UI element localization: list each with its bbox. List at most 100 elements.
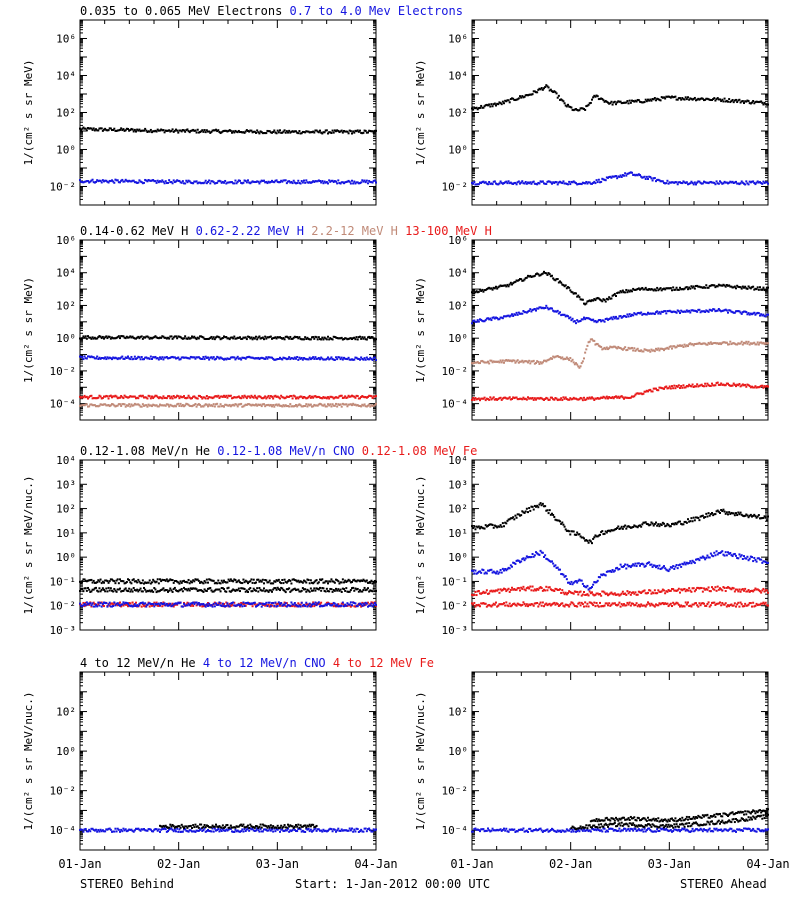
data-point xyxy=(367,601,369,604)
data-point xyxy=(124,581,127,584)
data-point xyxy=(604,348,607,351)
data-point xyxy=(188,180,191,183)
data-point xyxy=(151,405,153,408)
data-point xyxy=(98,587,101,590)
data-point xyxy=(576,295,579,298)
data-point xyxy=(225,182,228,185)
data-point xyxy=(133,402,136,405)
data-point xyxy=(474,291,477,294)
data-point xyxy=(521,359,524,362)
data-point xyxy=(500,285,503,288)
data-point xyxy=(751,313,753,316)
data-point xyxy=(199,581,201,584)
data-point xyxy=(215,403,217,406)
data-point xyxy=(285,588,288,591)
data-point xyxy=(205,403,208,406)
data-point xyxy=(490,398,493,401)
data-point xyxy=(291,182,294,185)
data-point xyxy=(321,336,324,339)
data-point xyxy=(88,355,91,358)
data-point xyxy=(209,396,212,399)
data-point xyxy=(656,348,659,351)
data-point xyxy=(273,405,276,408)
data-point xyxy=(153,580,156,583)
data-point xyxy=(482,290,485,293)
data-point xyxy=(84,604,87,607)
data-point xyxy=(329,337,332,340)
data-point xyxy=(765,385,768,388)
data-point xyxy=(554,180,557,183)
data-point xyxy=(508,182,511,185)
data-point xyxy=(636,98,639,101)
data-point xyxy=(287,336,289,339)
data-point xyxy=(321,357,324,360)
data-point xyxy=(220,357,223,360)
data-point xyxy=(167,395,169,398)
data-point xyxy=(555,181,558,184)
data-point xyxy=(288,356,291,359)
data-point xyxy=(234,129,237,132)
data-point xyxy=(499,359,502,362)
data-point xyxy=(535,398,537,401)
data-point xyxy=(585,348,588,351)
data-point xyxy=(192,604,195,607)
data-point xyxy=(295,579,297,582)
data-point xyxy=(212,396,215,399)
data-point xyxy=(516,181,519,184)
data-point xyxy=(356,587,359,590)
data-point xyxy=(307,579,310,582)
data-point xyxy=(148,395,151,398)
data-point xyxy=(343,182,345,185)
data-point xyxy=(637,173,640,176)
data-point xyxy=(594,319,597,322)
data-point xyxy=(109,127,112,130)
data-point xyxy=(149,397,152,400)
data-point xyxy=(736,101,739,104)
data-point xyxy=(652,349,655,352)
data-point xyxy=(703,342,705,345)
data-point xyxy=(683,181,686,184)
data-point xyxy=(148,130,151,133)
data-point xyxy=(477,290,480,293)
data-point xyxy=(356,338,359,341)
data-point xyxy=(89,394,92,397)
data-point xyxy=(727,284,729,287)
data-point xyxy=(716,285,719,288)
data-point xyxy=(154,335,157,338)
data-point xyxy=(100,356,103,359)
data-point xyxy=(545,84,548,87)
data-point xyxy=(195,588,198,591)
data-point xyxy=(503,102,505,105)
data-point xyxy=(308,181,311,184)
data-point xyxy=(123,582,126,585)
data-point xyxy=(179,395,182,398)
data-point xyxy=(617,317,620,320)
data-point xyxy=(319,578,321,581)
data-point xyxy=(543,359,545,362)
data-point xyxy=(117,396,120,399)
data-point xyxy=(538,362,541,365)
data-point xyxy=(495,182,497,185)
data-point xyxy=(554,355,557,358)
data-point xyxy=(204,355,207,358)
data-point xyxy=(133,128,136,131)
data-point xyxy=(347,578,350,581)
data-point xyxy=(135,601,137,604)
data-point xyxy=(236,336,239,339)
data-point xyxy=(697,385,700,388)
data-point xyxy=(287,404,289,407)
data-point xyxy=(183,182,185,185)
data-point xyxy=(555,278,558,281)
data-point xyxy=(154,588,157,591)
data-point xyxy=(517,279,520,282)
data-point xyxy=(80,128,83,131)
data-point xyxy=(122,335,125,338)
data-point xyxy=(219,132,222,135)
data-point xyxy=(627,289,630,292)
data-point xyxy=(637,99,640,102)
data-point xyxy=(267,356,270,359)
data-point xyxy=(355,394,358,397)
data-point xyxy=(703,180,705,183)
data-point xyxy=(298,336,301,339)
data-point xyxy=(323,336,326,339)
